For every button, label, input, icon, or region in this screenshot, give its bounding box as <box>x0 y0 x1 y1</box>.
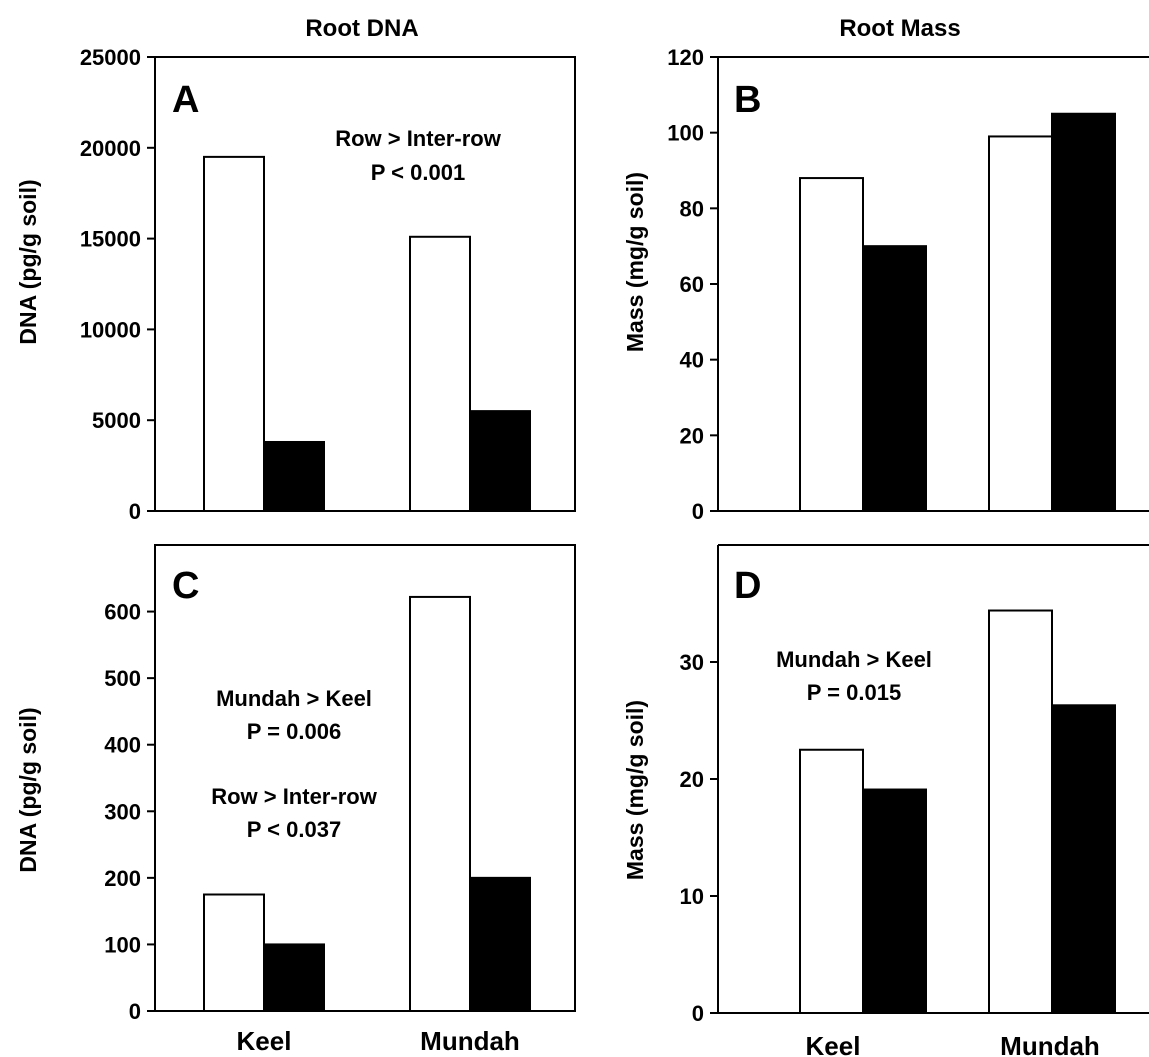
panel-b-bar-mundah-inter-row <box>1051 112 1116 512</box>
panel-d-bar-keel-row <box>799 748 864 1014</box>
panel-c-letter: C <box>172 565 199 607</box>
panel-d-ytick-label: 20 <box>680 767 704 792</box>
col-title-root-mass: Root Mass <box>839 15 960 42</box>
panel-c-bar-mundah-row <box>409 595 471 1012</box>
col-title-root-dna: Root DNA <box>305 15 418 42</box>
panel-b-ytick-label: 20 <box>680 423 704 448</box>
panel-b-bar-keel-row <box>799 177 864 512</box>
panel-a-ytick-label: 15000 <box>80 227 141 252</box>
panel-d: 0 10 20 30 Mass (mg/g soil) D Mundah > Keel P =… <box>622 544 1149 1057</box>
panel-d-category-label: Keel <box>806 1031 861 1057</box>
panel-a-ytick-label: 25000 <box>80 45 141 70</box>
panel-d-ytick-label: 0 <box>692 1001 704 1026</box>
panel-c-ytick-label: 100 <box>104 932 141 957</box>
panel-a-ylabel: DNA (pg/g soil) <box>15 179 41 344</box>
panel-b-ytick-label: 60 <box>680 272 704 297</box>
panel-d-bar-keel-inter-row <box>862 788 927 1015</box>
panel-c-annotation: P < 0.037 <box>247 817 341 842</box>
panel-a: 0 5000 10000 15000 20000 25000 DNA (pg/g soil)… <box>15 45 576 524</box>
panel-a-ytick-label: 10000 <box>80 317 141 342</box>
panel-a-annotation: P < 0.001 <box>371 160 465 185</box>
panel-c-annotation: P = 0.006 <box>247 719 341 744</box>
panel-a-bar-keel-inter-row <box>263 440 325 513</box>
panel-b-ytick-label: 100 <box>667 121 704 146</box>
panel-a-ytick-label: 20000 <box>80 136 141 161</box>
panel-d-bar-mundah-inter-row <box>1051 704 1116 1014</box>
panel-c-ytick-label: 200 <box>104 866 141 891</box>
panel-c-bar-keel-row <box>203 893 265 1012</box>
panel-a-bar-keel-row <box>203 155 265 512</box>
panel-c-bar-mundah-inter-row <box>469 876 531 1012</box>
panel-b-ytick-label: 40 <box>680 348 704 373</box>
panel-c: 0 100 200 300 400 500 600 DNA (pg/g soil) C Munda… <box>15 544 576 1056</box>
panel-c-ytick-label: 400 <box>104 733 141 758</box>
panel-d-letter: D <box>734 565 761 607</box>
panel-c-annotation: Mundah > Keel <box>216 686 372 711</box>
panel-c-ytick-label: 0 <box>129 999 141 1024</box>
panel-b-letter: B <box>734 79 761 121</box>
panel-c-annotation: Row > Inter-row <box>211 784 378 809</box>
panel-b: 0 20 40 60 80 100 120 Mass (mg/g soil) B <box>622 45 1149 524</box>
panel-d-ytick-label: 10 <box>680 884 704 909</box>
panel-a-bar-mundah-inter-row <box>469 410 531 512</box>
panel-b-bar-keel-inter-row <box>862 245 927 513</box>
panel-a-ytick-label: 0 <box>129 499 141 524</box>
panel-c-category-label: Mundah <box>420 1026 520 1056</box>
panel-a-annotation: Row > Inter-row <box>335 126 502 151</box>
panel-c-bar-keel-inter-row <box>263 943 325 1013</box>
panel-d-bar-mundah-row <box>988 609 1053 1015</box>
panel-a-ytick-label: 5000 <box>92 408 141 433</box>
panel-c-ytick-label: 600 <box>104 600 141 625</box>
panel-d-ylabel: Mass (mg/g soil) <box>622 700 648 880</box>
panel-b-ylabel: Mass (mg/g soil) <box>622 172 648 352</box>
panel-c-ytick-label: 500 <box>104 666 141 691</box>
panel-c-ylabel: DNA (pg/g soil) <box>15 707 41 872</box>
panel-d-ytick-label: 30 <box>680 650 704 675</box>
panel-c-frame <box>154 544 576 1012</box>
panel-d-category-label: Mundah <box>1000 1031 1100 1057</box>
panel-a-frame <box>154 56 576 512</box>
panel-b-ytick-label: 0 <box>692 499 704 524</box>
panel-c-category-label: Keel <box>237 1026 292 1056</box>
panel-b-ytick-label: 80 <box>680 196 704 221</box>
panel-d-annotation: P = 0.015 <box>807 680 901 705</box>
panel-b-bar-mundah-row <box>988 135 1053 512</box>
panel-d-annotation: Mundah > Keel <box>776 647 932 672</box>
panel-c-ytick-label: 300 <box>104 799 141 824</box>
panel-a-bar-mundah-row <box>409 235 471 512</box>
panel-b-ytick-label: 120 <box>667 45 704 70</box>
panel-a-letter: A <box>172 79 199 121</box>
